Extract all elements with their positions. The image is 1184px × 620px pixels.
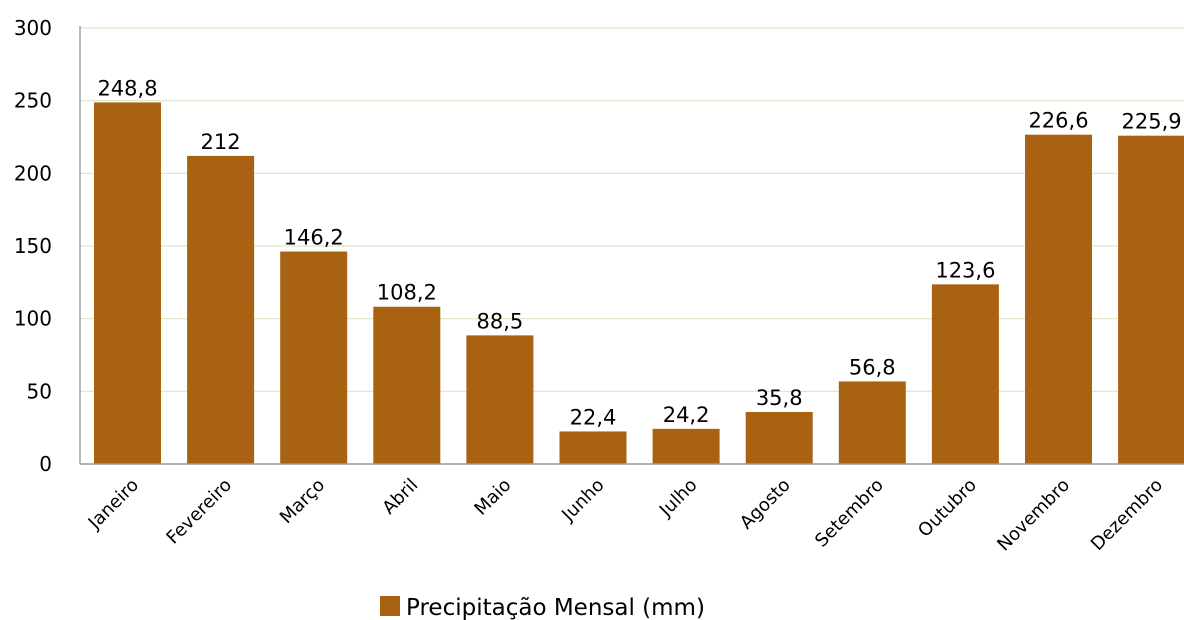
data-label: 212	[201, 130, 241, 154]
x-category-label: Maio	[470, 475, 515, 520]
bar	[838, 381, 906, 464]
bar	[94, 102, 161, 464]
legend-swatch	[380, 596, 400, 616]
data-label: 146,2	[284, 226, 344, 250]
bar	[373, 306, 441, 464]
x-category-label: Junho	[557, 475, 608, 526]
x-category-label: Outubro	[914, 475, 981, 542]
data-label: 24,2	[663, 403, 710, 427]
y-tick-label: 300	[14, 16, 52, 40]
x-category-label: Março	[276, 475, 329, 528]
x-category-label: Agosto	[736, 475, 795, 534]
x-category-label: Janeiro	[84, 475, 143, 534]
x-category-label: Dezembro	[1087, 475, 1167, 555]
bar	[559, 431, 627, 464]
y-tick-label: 50	[27, 379, 52, 403]
data-label: 88,5	[477, 309, 524, 333]
data-labels: 248,8 212 146,2 108,2 88,5 22,4 24,2 35,8 56,8 12…	[97, 76, 1181, 429]
bar	[187, 155, 255, 465]
y-tick-label: 150	[14, 234, 52, 258]
data-label: 123,6	[935, 258, 995, 282]
x-axis-category-labels: Janeiro Fevereiro Março Abril Maio Junho Julho…	[84, 475, 1167, 556]
data-label: 108,2	[377, 281, 437, 305]
data-label: 56,8	[849, 355, 896, 379]
data-label: 35,8	[756, 386, 803, 410]
bar	[931, 284, 999, 464]
y-tick-label: 0	[39, 452, 52, 476]
legend-label: Precipitação Mensal (mm)	[406, 595, 705, 620]
bar	[745, 411, 813, 464]
data-label: 225,9	[1122, 110, 1182, 134]
y-axis-tick-labels: 0 50 100 150 200 250 300	[14, 16, 52, 476]
axes	[79, 26, 1184, 465]
y-tick-label: 100	[14, 307, 52, 331]
data-label: 226,6	[1028, 109, 1088, 133]
legend: Precipitação Mensal (mm)	[380, 595, 705, 620]
bar	[1118, 135, 1184, 464]
bar	[466, 335, 534, 464]
bar	[652, 428, 720, 464]
gridlines	[80, 27, 1184, 392]
x-category-label: Setembro	[811, 475, 888, 552]
bar	[280, 251, 348, 464]
x-category-label: Novembro	[993, 475, 1074, 556]
bar	[1025, 134, 1092, 464]
y-tick-label: 200	[14, 161, 52, 185]
x-category-label: Fevereiro	[162, 475, 236, 549]
bars	[94, 102, 1184, 465]
x-category-label: Julho	[655, 475, 702, 522]
data-label: 248,8	[97, 76, 157, 100]
y-tick-label: 250	[14, 89, 52, 113]
x-category-label: Abril	[378, 475, 422, 519]
data-label: 22,4	[570, 405, 617, 429]
